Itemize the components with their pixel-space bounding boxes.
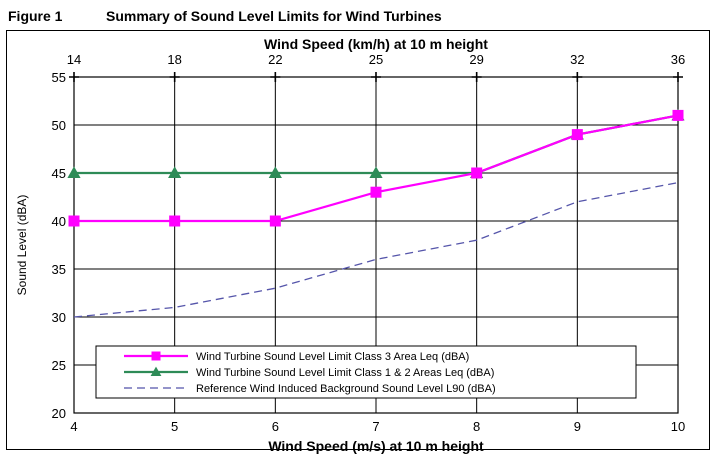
top-tick-label: 18	[167, 52, 181, 67]
legend-entry: Reference Wind Induced Background Sound …	[124, 383, 496, 395]
y-tick-label: 25	[52, 358, 66, 373]
square-marker	[169, 215, 181, 227]
figure-title: Summary of Sound Level Limits for Wind T…	[106, 8, 442, 24]
square-marker	[672, 109, 684, 121]
top-tick-label: 29	[469, 52, 483, 67]
x-tick-label: 9	[574, 419, 581, 434]
top-tick-mark	[471, 72, 482, 82]
top-tick-mark	[572, 72, 583, 82]
top-tick-mark	[673, 72, 683, 82]
x-axis-title: Wind Speed (m/s) at 10 m height	[268, 438, 484, 454]
top-axis-title: Wind Speed (km/h) at 10 m height	[264, 36, 488, 52]
x-tick-label: 4	[70, 419, 77, 434]
triangle-marker	[268, 166, 282, 178]
y-axis-title: Sound Level (dBA)	[15, 195, 29, 296]
y-tick-label: 45	[52, 166, 66, 181]
legend-entry: Wind Turbine Sound Level Limit Class 1 &…	[124, 366, 494, 379]
x-tick-label: 7	[372, 419, 379, 434]
y-axis-ticks: 20 25 30 35 40 45 50 55	[52, 70, 66, 421]
x-tick-label: 5	[171, 419, 178, 434]
series-1	[68, 109, 684, 227]
top-tick-mark	[69, 72, 79, 82]
x-tick-label: 6	[272, 419, 279, 434]
y-tick-label: 35	[52, 262, 66, 277]
figure-caption: Figure 1 Summary of Sound Level Limits fo…	[8, 8, 442, 24]
square-marker	[571, 129, 583, 141]
y-tick-label: 50	[52, 118, 66, 133]
triangle-marker	[67, 166, 81, 178]
series	[67, 108, 685, 318]
top-tick-mark	[270, 72, 281, 82]
top-tick-label: 22	[268, 52, 282, 67]
triangle-marker	[168, 166, 182, 178]
top-tick-mark	[169, 72, 180, 82]
square-marker	[151, 351, 161, 361]
figure-label: Figure 1	[8, 8, 63, 24]
x-tick-label: 8	[473, 419, 480, 434]
top-tick-label: 36	[671, 52, 685, 67]
top-axis-ticks: 14 18 22 25 29 32 36	[67, 52, 685, 82]
square-marker	[269, 215, 281, 227]
legend-entry: Wind Turbine Sound Level Limit Class 3 A…	[124, 351, 469, 363]
triangle-marker	[150, 366, 162, 377]
top-tick-label: 25	[369, 52, 383, 67]
legend: Wind Turbine Sound Level Limit Class 3 A…	[95, 345, 637, 399]
y-tick-label: 55	[52, 70, 66, 85]
top-tick-mark	[371, 72, 381, 82]
legend-label: Reference Wind Induced Background Sound …	[196, 383, 496, 395]
top-tick-label: 14	[67, 52, 81, 67]
square-marker	[370, 186, 382, 198]
x-axis-ticks: 4 5 6 7 8 9 10	[70, 419, 685, 434]
triangle-marker	[369, 166, 383, 178]
chart-frame	[6, 30, 710, 450]
square-marker	[471, 167, 483, 179]
x-tick-label: 10	[671, 419, 685, 434]
top-tick-label: 32	[570, 52, 584, 67]
y-tick-label: 30	[52, 310, 66, 325]
y-tick-label: 20	[52, 406, 66, 421]
legend-label: Wind Turbine Sound Level Limit Class 1 &…	[196, 367, 494, 379]
square-marker	[68, 215, 80, 227]
y-tick-label: 40	[52, 214, 66, 229]
legend-label: Wind Turbine Sound Level Limit Class 3 A…	[196, 351, 469, 363]
